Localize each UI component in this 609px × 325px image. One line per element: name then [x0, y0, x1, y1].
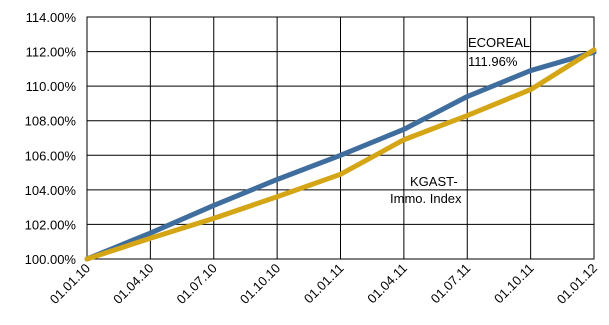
annotation-kgast-line1: KGAST- — [410, 174, 458, 189]
y-tick-label: 104.00% — [25, 183, 77, 198]
x-tick-label: 01.10.11 — [491, 261, 537, 307]
x-tick-label: 01.01.11 — [301, 261, 347, 307]
annotation-ecoreal-line1: ECOREAL — [468, 35, 530, 50]
y-tick-label: 102.00% — [25, 217, 77, 232]
x-tick-label: 01.04.11 — [364, 261, 410, 307]
series-line-ecoreal — [84, 49, 597, 262]
x-tick-label: 01.04.10 — [110, 261, 156, 307]
x-tick-label: 01.01.12 — [554, 261, 600, 307]
y-tick-label: 106.00% — [25, 148, 77, 163]
y-tick-label: 114.00% — [26, 10, 77, 25]
annotation-ecoreal-line2: 111.96% — [468, 54, 518, 69]
x-tick-label: 01.10.10 — [237, 261, 283, 307]
y-tick-label: 110.00% — [26, 79, 77, 94]
x-tick-label: 01.07.11 — [428, 261, 474, 307]
x-tick-label: 01.01.10 — [47, 261, 93, 307]
x-tick-label: 01.07.10 — [173, 261, 219, 307]
y-tick-label: 100.00% — [25, 252, 77, 267]
y-tick-label: 112.00% — [26, 45, 77, 60]
y-tick-label: 108.00% — [25, 114, 77, 129]
y-axis-tick-labels: 100.00% 102.00% 104.00% 106.00% 108.00% 110.0… — [25, 10, 77, 267]
annotation-kgast-line2: Immo. Index — [390, 191, 462, 206]
x-axis-tick-labels: 01.01.10 01.04.10 01.07.10 01.10.10 01.01.11… — [47, 261, 600, 307]
series-line-kgast — [84, 47, 597, 262]
series-lines — [84, 47, 597, 262]
